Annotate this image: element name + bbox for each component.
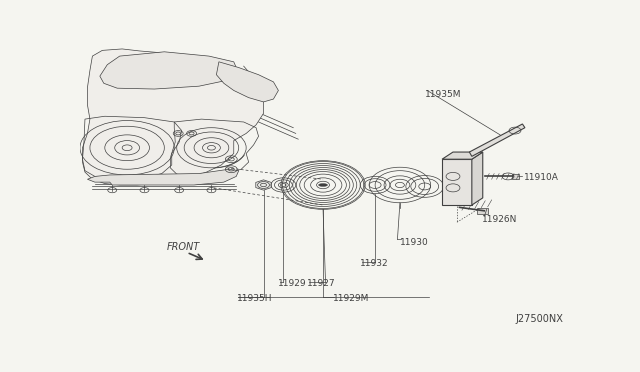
Text: 11910A: 11910A (524, 173, 559, 182)
Text: 11932: 11932 (360, 259, 389, 268)
Text: 11935H: 11935H (237, 294, 272, 303)
Polygon shape (442, 152, 483, 159)
Polygon shape (88, 169, 239, 185)
Text: J27500NX: J27500NX (516, 314, 564, 324)
Text: 11935M: 11935M (425, 90, 461, 99)
Polygon shape (216, 62, 278, 102)
Polygon shape (472, 152, 483, 205)
Polygon shape (256, 180, 271, 190)
Text: FRONT: FRONT (167, 241, 200, 251)
Text: 11930: 11930 (400, 238, 429, 247)
FancyBboxPatch shape (511, 173, 519, 179)
Ellipse shape (319, 183, 328, 186)
Polygon shape (469, 124, 525, 156)
Polygon shape (442, 159, 472, 205)
Text: 11926N: 11926N (482, 215, 517, 224)
Polygon shape (83, 49, 264, 185)
Text: 11929M: 11929M (333, 294, 369, 303)
Polygon shape (100, 52, 239, 89)
FancyBboxPatch shape (477, 208, 488, 214)
Text: 11929: 11929 (278, 279, 307, 288)
Text: 11927: 11927 (307, 279, 336, 288)
